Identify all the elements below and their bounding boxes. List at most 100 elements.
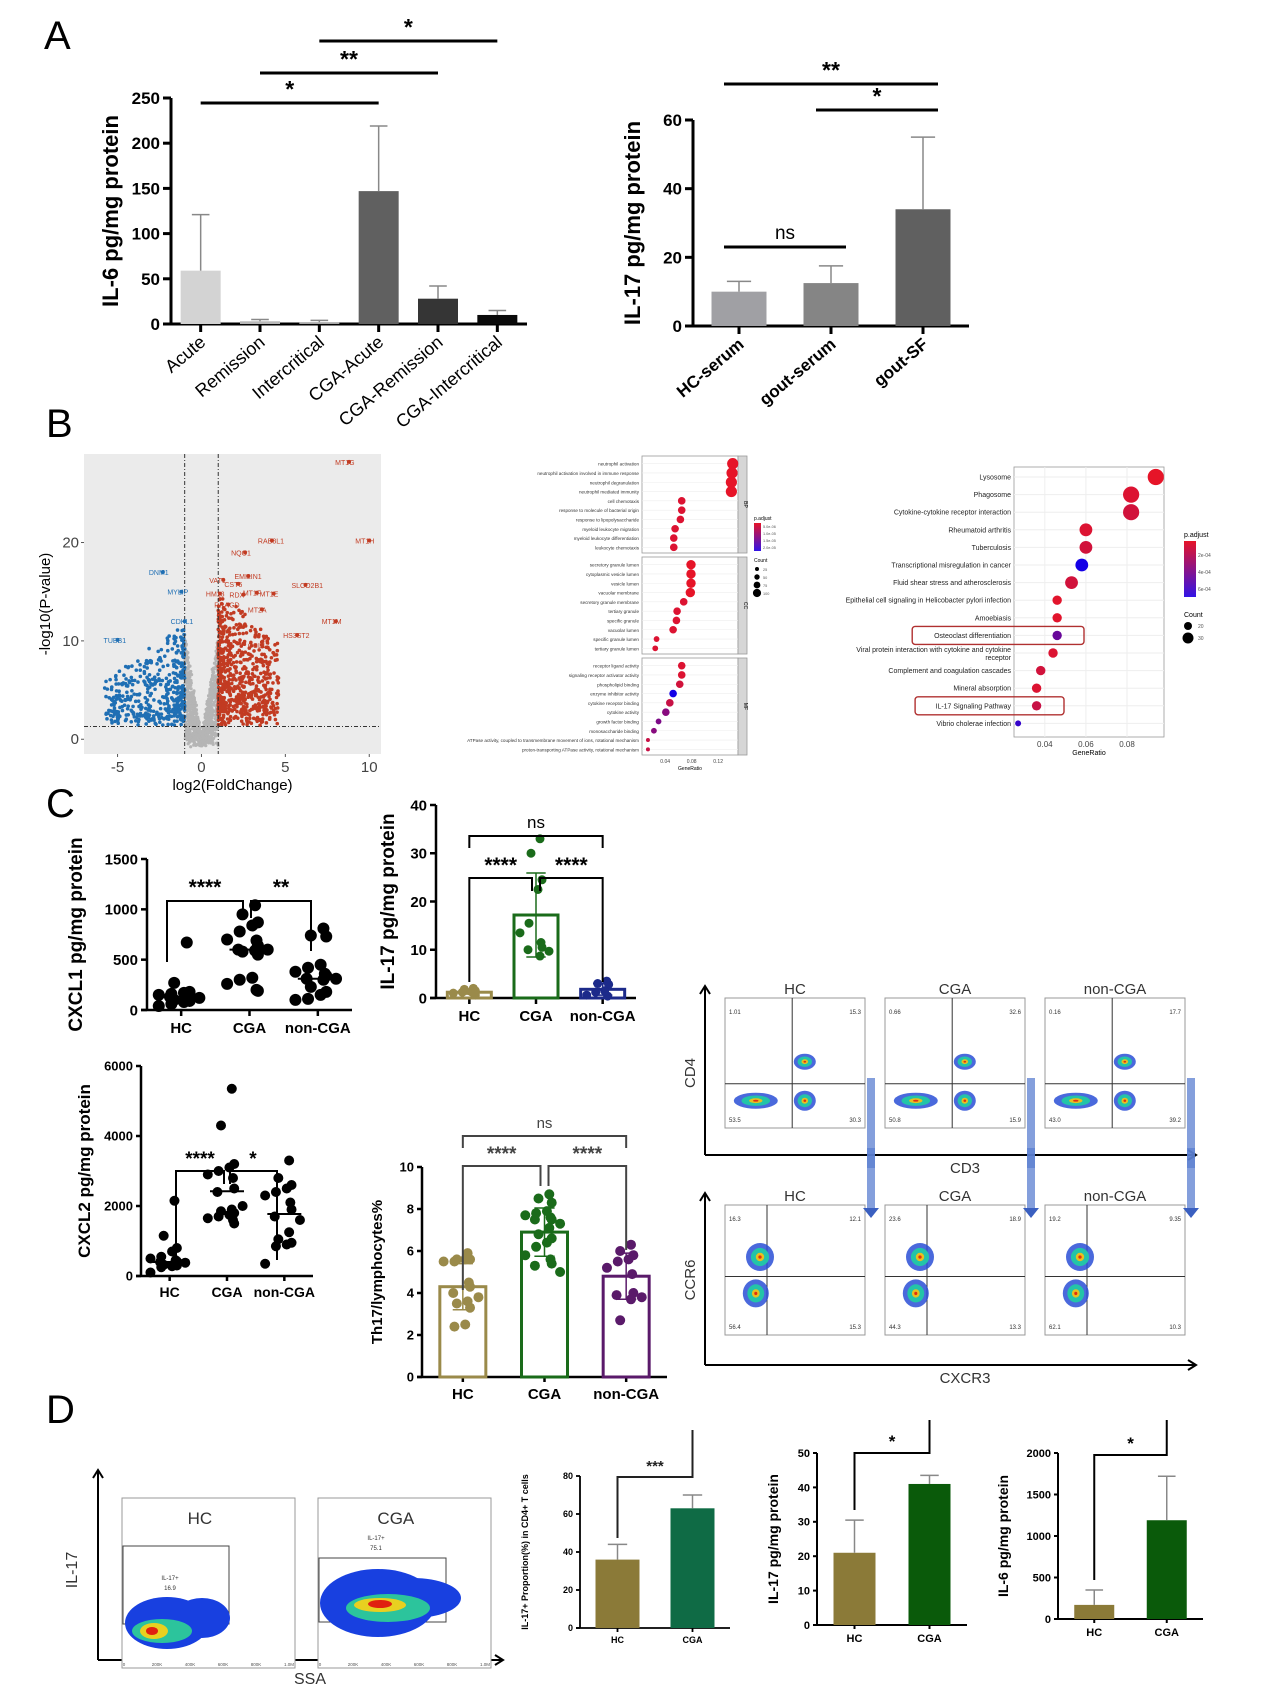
down-point xyxy=(171,707,175,712)
down-point xyxy=(144,714,149,719)
up-point xyxy=(232,626,236,630)
x-tick-label: 0 xyxy=(123,1662,126,1667)
down-point xyxy=(152,698,156,702)
up-point xyxy=(216,656,221,660)
x-tick-label: gout-SF xyxy=(870,335,931,391)
data-point xyxy=(520,1250,531,1261)
significance-bracket xyxy=(175,1170,225,1260)
data-point xyxy=(611,1290,622,1301)
data-point xyxy=(233,925,246,938)
up-point xyxy=(230,632,235,637)
up-point xyxy=(221,697,226,702)
down-point xyxy=(130,688,134,693)
legend-color-tick: 4e-04 xyxy=(1198,570,1211,576)
x-tick-label: CGA xyxy=(211,1284,242,1300)
y-arrow-head xyxy=(699,1191,711,1202)
down-point xyxy=(114,682,118,686)
down-point xyxy=(129,694,134,699)
down-point xyxy=(179,722,183,727)
up-point xyxy=(264,711,269,716)
up-point xyxy=(224,661,229,666)
up-point xyxy=(271,703,276,708)
up-point xyxy=(264,721,269,725)
data-point xyxy=(537,875,547,885)
legend-size-tick: 50 xyxy=(763,576,767,580)
ns-point xyxy=(210,678,214,682)
down-point xyxy=(157,668,162,673)
down-point xyxy=(113,719,117,724)
up-point xyxy=(244,666,248,670)
term-dot xyxy=(1079,541,1093,554)
data-point xyxy=(533,884,543,894)
down-point xyxy=(109,718,114,722)
x-axis-label: log2(FoldChange) xyxy=(172,777,292,794)
gene-point xyxy=(236,581,241,586)
term-label: Mineral absorption xyxy=(953,686,1011,693)
ns-point xyxy=(201,733,205,737)
term-dot xyxy=(675,680,684,689)
term-label: ATPase activity, coupled to transmembran… xyxy=(467,738,639,743)
up-point xyxy=(238,678,242,682)
legend-size-tick: 75 xyxy=(763,584,767,588)
down-point xyxy=(120,694,125,698)
down-point xyxy=(145,690,150,695)
gate-label: IL-17+ xyxy=(161,1576,179,1582)
significance-label: **** xyxy=(185,1149,215,1170)
y-axis-label: CXCL2 pg/mg protein xyxy=(75,1084,94,1258)
term-dot xyxy=(662,708,670,716)
legend-color-tick: 1.5e-05 xyxy=(763,539,776,543)
term-label: response to molecule of bacterial origin xyxy=(559,508,639,513)
ns-point xyxy=(201,728,206,732)
bar-CGA-Acute xyxy=(358,191,399,324)
up-point xyxy=(269,706,274,710)
data-point xyxy=(625,1239,636,1250)
significance-bracket xyxy=(166,900,244,962)
up-point xyxy=(253,703,258,707)
up-point xyxy=(265,701,270,705)
up-point xyxy=(235,704,239,709)
down-point xyxy=(153,687,157,692)
x-tick-label: 800K xyxy=(447,1662,458,1667)
down-point xyxy=(165,648,170,653)
y-tick-label: 40 xyxy=(798,1482,810,1494)
gene-point xyxy=(241,592,246,597)
density-core xyxy=(918,1255,922,1259)
data-point xyxy=(448,1288,459,1298)
down-point xyxy=(130,682,135,687)
gene-point xyxy=(333,619,338,624)
down-point xyxy=(118,714,122,719)
up-point xyxy=(255,719,259,724)
up-point xyxy=(257,680,262,684)
term-dot xyxy=(677,497,686,505)
down-point xyxy=(108,713,113,718)
term-label: myeloid leukocyte migration xyxy=(582,527,639,532)
up-point xyxy=(245,722,249,727)
up-point xyxy=(237,625,241,630)
up-point xyxy=(227,691,232,695)
flow-plot-title: HC xyxy=(784,981,806,998)
data-point xyxy=(533,1229,544,1240)
y-tick-label: 10 xyxy=(62,633,79,650)
term-dot xyxy=(676,515,685,524)
up-point xyxy=(254,686,258,691)
up-point xyxy=(226,674,231,678)
y-axis-label: IL-6 pg/mg protein xyxy=(995,1475,1011,1597)
data-point xyxy=(544,946,554,956)
significance-bracket xyxy=(250,900,312,951)
legend-size-tick: 25 xyxy=(763,568,767,572)
data-point xyxy=(229,1218,240,1229)
term-label: enzyme inhibitor activity xyxy=(590,692,639,697)
down-point xyxy=(157,678,162,683)
down-point xyxy=(173,658,177,663)
down-point xyxy=(164,682,169,687)
kegg-enrichment-dotplot: 0.04 0.06 0.08 GeneRatio Lysosome Phagosome Cy… xyxy=(846,466,1211,757)
gate-value: 16.9 xyxy=(164,1586,176,1592)
down-point xyxy=(182,632,186,637)
gate-value: 75.1 xyxy=(370,1546,382,1552)
up-point xyxy=(219,721,224,726)
ns-point xyxy=(206,694,211,698)
up-point xyxy=(223,624,227,629)
up-point xyxy=(267,694,271,699)
up-point xyxy=(220,706,225,710)
y-axis-label: CXCL1 pg/mg protein xyxy=(66,837,87,1031)
